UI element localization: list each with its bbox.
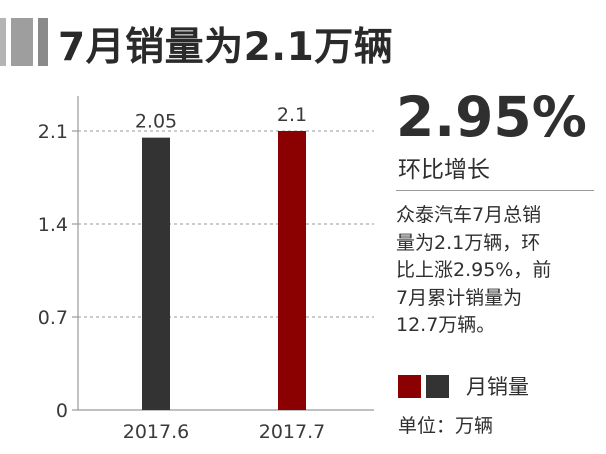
growth-percent-value: 2.95% xyxy=(396,85,587,149)
legend-swatch-red xyxy=(398,375,421,398)
title-stripe-decoration xyxy=(11,18,33,66)
legend-swatch-dark xyxy=(426,375,449,398)
description-line: 7月累计销量为 xyxy=(396,286,523,309)
title-bar: 7月销量为2.1万辆 xyxy=(0,4,606,80)
description-line: 12.7万辆。 xyxy=(396,314,496,336)
stat-divider xyxy=(396,190,594,191)
bar-value-label: 2.1 xyxy=(277,104,307,126)
y-tick-label: 0.7 xyxy=(38,307,68,329)
legend-label: 月销量 xyxy=(466,375,529,399)
chart-grid xyxy=(78,130,374,411)
description-line: 量为2.1万辆，环 xyxy=(396,231,541,254)
y-tick-label: 1.4 xyxy=(38,214,68,236)
x-category-label: 2017.7 xyxy=(259,421,325,443)
page-title: 7月销量为2.1万辆 xyxy=(58,25,394,70)
bar-chart: 0 0.7 1.4 2.1 2.05 2.1 2017.6 2017.7 xyxy=(38,96,374,443)
bar-value-label: 2.05 xyxy=(135,111,177,133)
description-line: 比上涨2.95%，前 xyxy=(396,259,552,281)
chart-labels: 2.05 2.1 xyxy=(135,104,307,133)
growth-label: 环比增长 xyxy=(398,157,490,183)
y-tick-label: 0 xyxy=(56,400,68,422)
x-axis-categories: 2017.6 2017.7 xyxy=(123,421,325,443)
title-stripe-decoration xyxy=(0,18,6,66)
y-tick-label: 2.1 xyxy=(38,121,68,143)
x-category-label: 2017.6 xyxy=(123,421,189,443)
bar xyxy=(142,137,170,410)
description-text: 众泰汽车7月总销 量为2.1万辆，环 比上涨2.95%，前 7月累计销量为 12… xyxy=(396,202,596,340)
chart-bars xyxy=(142,131,306,410)
description-line: 众泰汽车7月总销 xyxy=(396,204,542,226)
bar xyxy=(278,131,306,410)
unit-label: 单位：万辆 xyxy=(398,415,494,437)
y-axis-ticks: 0 0.7 1.4 2.1 xyxy=(38,121,78,422)
title-stripe-decoration xyxy=(38,18,48,66)
